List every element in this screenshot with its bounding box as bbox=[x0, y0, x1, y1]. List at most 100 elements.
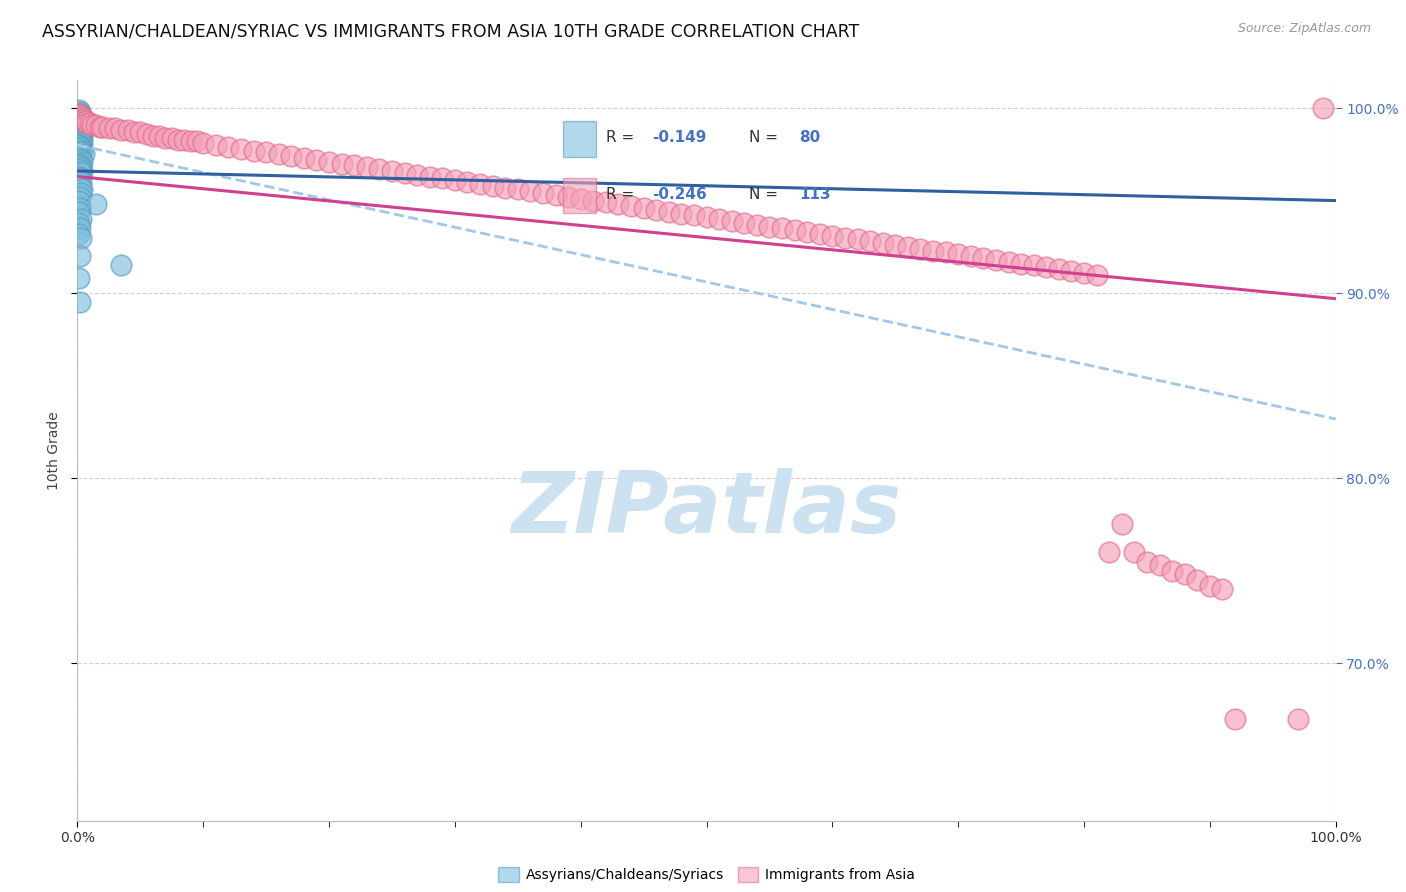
Point bbox=[70, 186, 93, 201]
Point bbox=[67, 271, 90, 285]
Point bbox=[368, 162, 391, 177]
Point bbox=[104, 121, 127, 136]
Point bbox=[69, 112, 91, 127]
Point bbox=[557, 190, 579, 204]
Point bbox=[69, 201, 91, 215]
Point bbox=[1035, 260, 1057, 275]
Point bbox=[69, 138, 91, 153]
Point bbox=[330, 156, 353, 170]
Point bbox=[544, 188, 567, 202]
Point bbox=[984, 252, 1007, 267]
Point bbox=[733, 216, 755, 230]
Point bbox=[69, 128, 91, 143]
Point bbox=[1022, 259, 1045, 273]
Point bbox=[343, 158, 366, 172]
Point bbox=[76, 116, 98, 130]
Point bbox=[70, 175, 93, 189]
Point bbox=[69, 112, 91, 127]
Point bbox=[69, 108, 91, 122]
Point bbox=[671, 206, 693, 220]
Point bbox=[620, 199, 643, 213]
Point bbox=[72, 118, 94, 132]
Point bbox=[582, 194, 605, 208]
Point bbox=[67, 121, 90, 136]
Point bbox=[122, 125, 145, 139]
Point bbox=[683, 208, 706, 222]
Point bbox=[519, 185, 541, 199]
Point bbox=[70, 230, 93, 244]
Point bbox=[997, 254, 1019, 268]
Point bbox=[922, 244, 945, 258]
Point bbox=[254, 145, 277, 160]
Point bbox=[72, 182, 94, 196]
Text: Source: ZipAtlas.com: Source: ZipAtlas.com bbox=[1237, 22, 1371, 36]
Point bbox=[69, 125, 91, 139]
Point bbox=[70, 161, 93, 175]
Point bbox=[69, 120, 91, 134]
Point bbox=[1199, 578, 1222, 592]
Point bbox=[707, 212, 730, 227]
Point bbox=[69, 140, 91, 154]
Point bbox=[808, 227, 831, 241]
Point bbox=[432, 171, 454, 186]
Point bbox=[1136, 555, 1159, 569]
Point bbox=[884, 238, 907, 252]
Point bbox=[645, 202, 668, 217]
Point bbox=[1187, 573, 1209, 587]
Point bbox=[406, 168, 429, 182]
Point bbox=[69, 134, 91, 148]
Point bbox=[1211, 582, 1233, 597]
Point bbox=[72, 154, 94, 169]
Point bbox=[69, 295, 91, 310]
Point bbox=[267, 147, 290, 161]
Point bbox=[67, 114, 90, 128]
Point bbox=[217, 140, 239, 154]
Point bbox=[69, 162, 91, 177]
Point bbox=[242, 144, 264, 158]
Point bbox=[67, 142, 90, 156]
Point bbox=[70, 128, 93, 143]
Point bbox=[69, 106, 91, 120]
Point bbox=[69, 121, 91, 136]
Point bbox=[69, 111, 91, 125]
Point bbox=[720, 214, 742, 228]
Point bbox=[129, 125, 152, 139]
Point bbox=[67, 106, 90, 120]
Point bbox=[1312, 101, 1334, 115]
Point bbox=[69, 118, 91, 132]
Point bbox=[69, 169, 91, 184]
Point bbox=[70, 114, 93, 128]
Point bbox=[67, 158, 90, 172]
Point bbox=[872, 236, 894, 251]
Point bbox=[456, 175, 478, 189]
Point bbox=[110, 259, 132, 273]
Point bbox=[97, 121, 120, 136]
Point bbox=[84, 118, 107, 132]
Point bbox=[1073, 266, 1095, 280]
Point bbox=[935, 245, 957, 260]
Point bbox=[948, 247, 970, 261]
Point bbox=[69, 249, 91, 263]
Point bbox=[394, 166, 416, 180]
Point bbox=[67, 118, 90, 132]
Point bbox=[1123, 545, 1146, 559]
Point bbox=[1286, 712, 1309, 726]
Point bbox=[381, 164, 404, 178]
Point bbox=[155, 130, 177, 145]
Point bbox=[481, 178, 503, 193]
Point bbox=[1047, 262, 1070, 277]
Point bbox=[70, 116, 93, 130]
Point bbox=[180, 134, 202, 148]
Point bbox=[67, 227, 90, 241]
Point bbox=[292, 151, 315, 165]
Text: ASSYRIAN/CHALDEAN/SYRIAC VS IMMIGRANTS FROM ASIA 10TH GRADE CORRELATION CHART: ASSYRIAN/CHALDEAN/SYRIAC VS IMMIGRANTS F… bbox=[42, 22, 859, 40]
Point bbox=[67, 120, 90, 134]
Point bbox=[69, 123, 91, 137]
Point bbox=[91, 120, 114, 134]
Point bbox=[72, 164, 94, 178]
Point bbox=[69, 116, 91, 130]
Y-axis label: 10th Grade: 10th Grade bbox=[48, 411, 62, 490]
Point bbox=[70, 140, 93, 154]
Point bbox=[72, 147, 94, 161]
Point bbox=[821, 228, 844, 243]
